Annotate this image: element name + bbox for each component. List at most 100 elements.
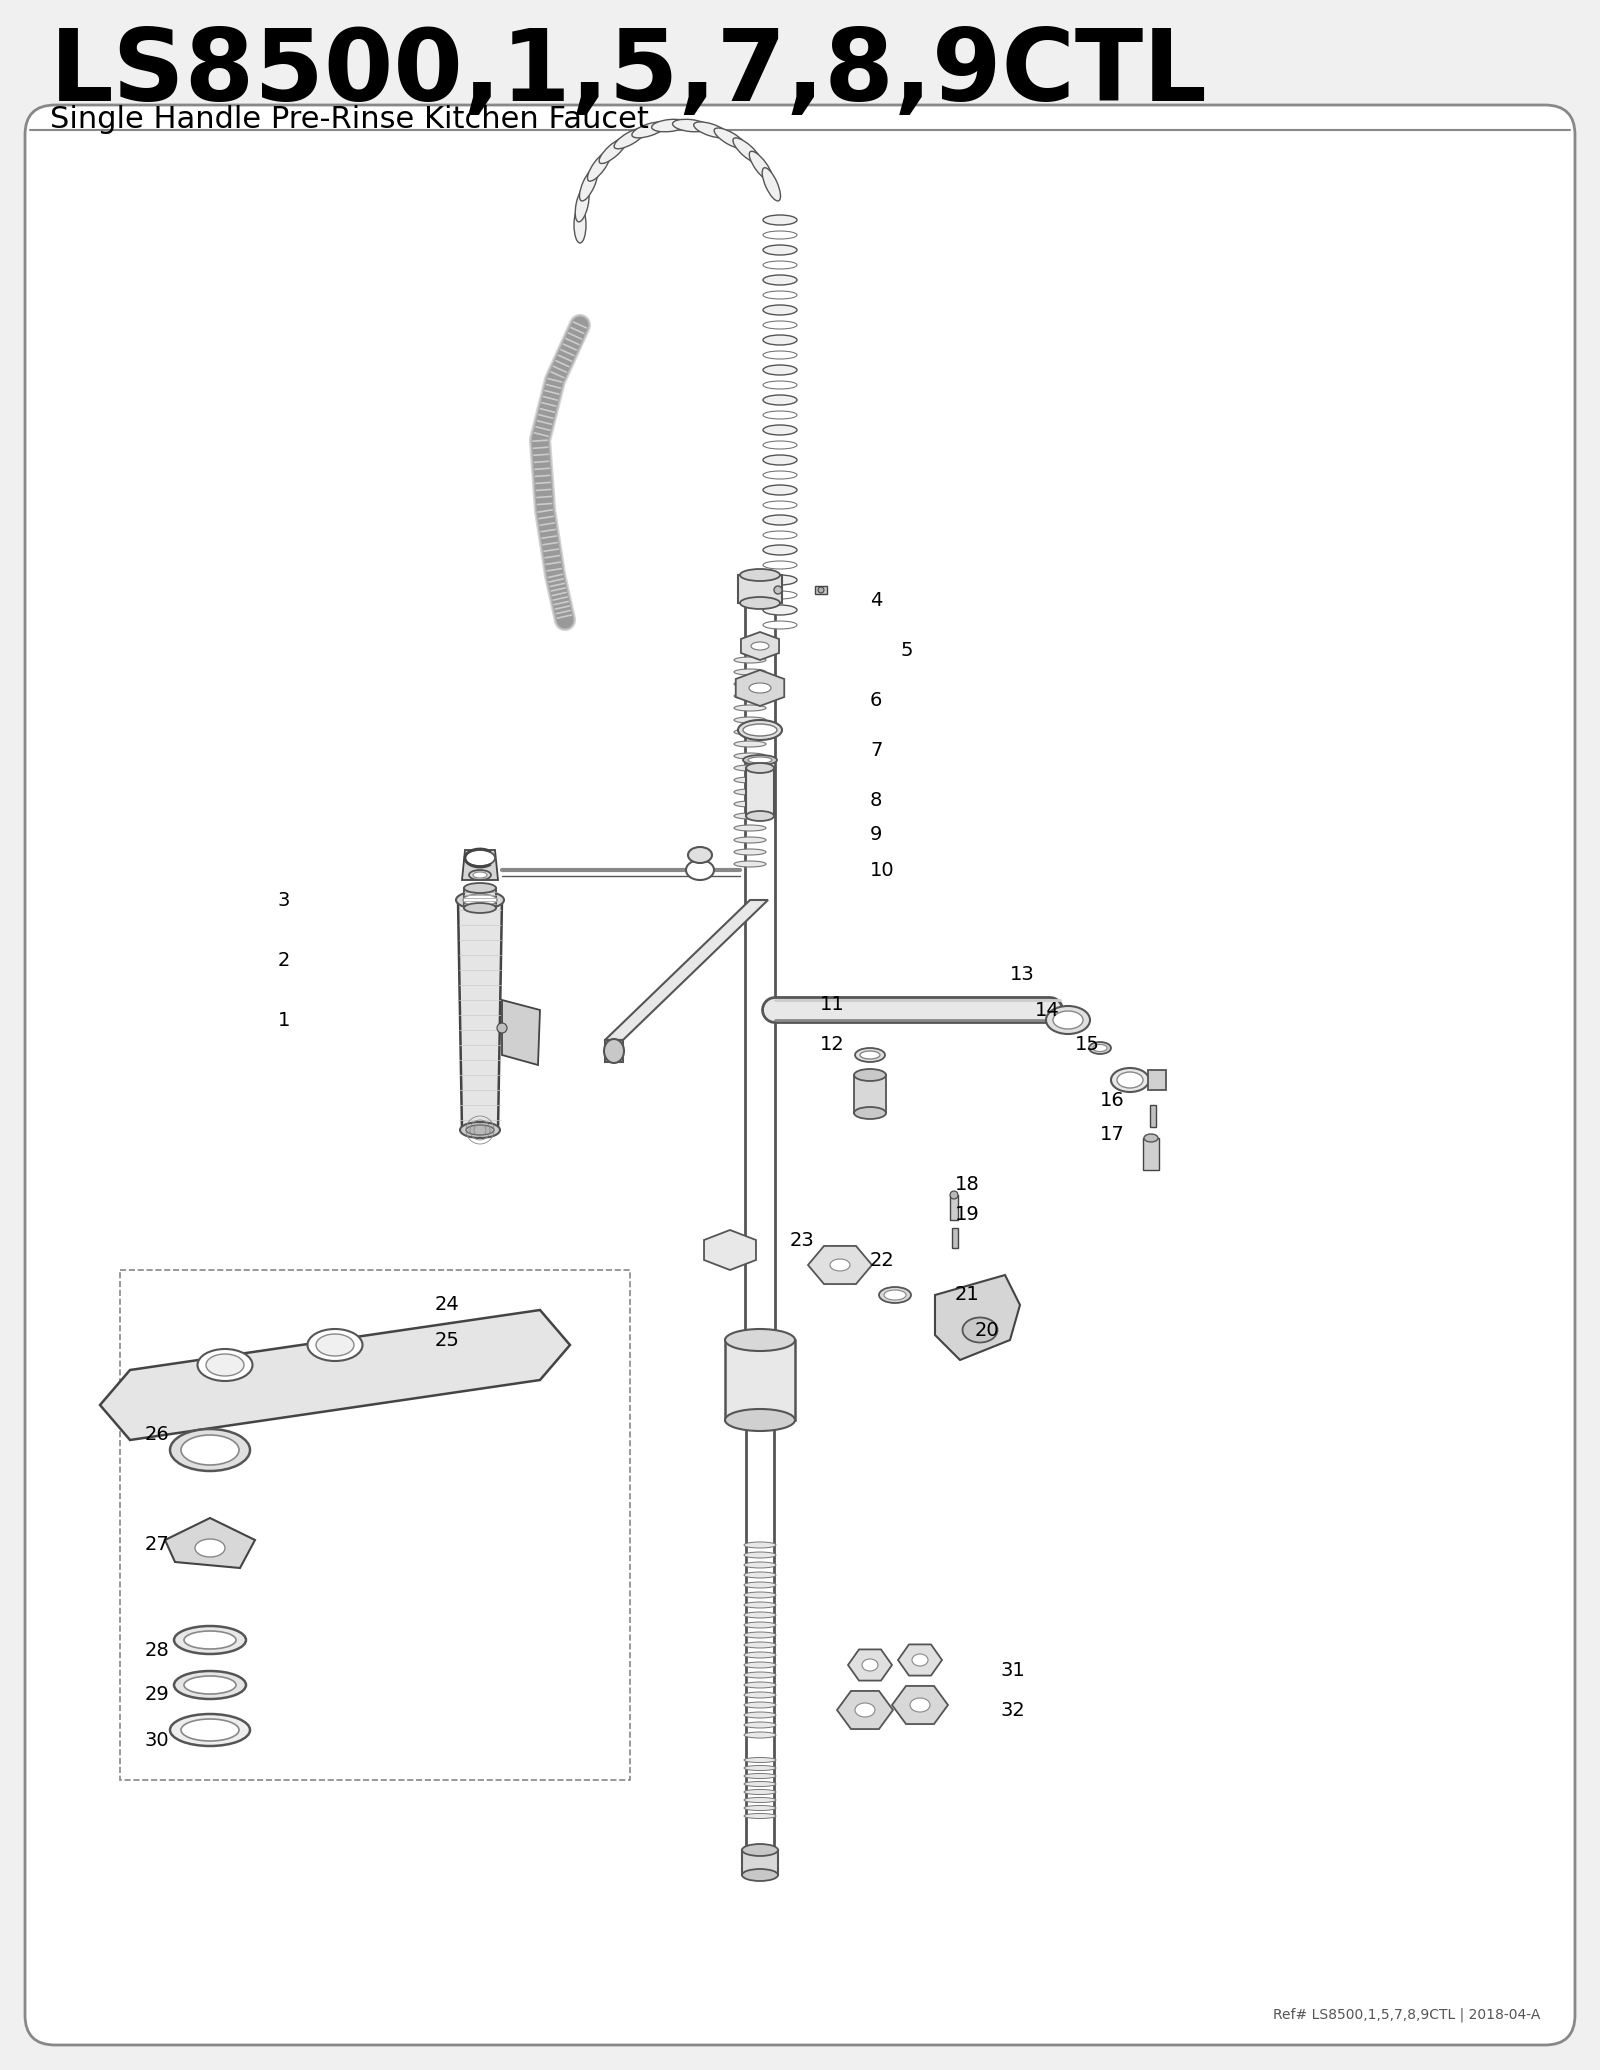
Text: 16: 16 bbox=[1101, 1091, 1125, 1110]
Text: 7: 7 bbox=[870, 741, 882, 760]
Ellipse shape bbox=[317, 1333, 354, 1356]
Text: 12: 12 bbox=[819, 1035, 845, 1054]
Bar bbox=[464, 888, 496, 909]
Circle shape bbox=[818, 588, 824, 592]
Ellipse shape bbox=[1046, 1006, 1090, 1035]
Text: 17: 17 bbox=[1101, 1126, 1125, 1145]
Ellipse shape bbox=[170, 1714, 250, 1745]
Polygon shape bbox=[848, 1650, 893, 1681]
Ellipse shape bbox=[763, 501, 797, 509]
Text: 15: 15 bbox=[1075, 1035, 1099, 1054]
Ellipse shape bbox=[184, 1677, 237, 1693]
Ellipse shape bbox=[878, 1288, 910, 1302]
Text: 2: 2 bbox=[278, 950, 290, 969]
Ellipse shape bbox=[466, 1124, 494, 1134]
Bar bbox=[952, 1228, 958, 1248]
Ellipse shape bbox=[744, 1613, 776, 1619]
Ellipse shape bbox=[744, 1673, 776, 1679]
Ellipse shape bbox=[750, 642, 770, 650]
Text: 20: 20 bbox=[974, 1321, 1000, 1339]
Ellipse shape bbox=[763, 292, 797, 298]
Ellipse shape bbox=[912, 1654, 928, 1666]
Ellipse shape bbox=[763, 275, 797, 286]
Ellipse shape bbox=[734, 789, 766, 795]
Ellipse shape bbox=[742, 1844, 778, 1857]
Ellipse shape bbox=[744, 1733, 776, 1739]
Ellipse shape bbox=[763, 215, 797, 226]
Ellipse shape bbox=[763, 441, 797, 449]
Ellipse shape bbox=[734, 706, 766, 710]
Text: 13: 13 bbox=[1010, 965, 1035, 985]
Ellipse shape bbox=[605, 1039, 624, 1064]
Ellipse shape bbox=[734, 861, 766, 867]
Bar bbox=[1150, 1105, 1155, 1126]
Ellipse shape bbox=[576, 186, 589, 221]
Ellipse shape bbox=[763, 364, 797, 375]
Ellipse shape bbox=[686, 859, 714, 880]
Circle shape bbox=[774, 586, 782, 594]
Ellipse shape bbox=[763, 352, 797, 358]
Ellipse shape bbox=[456, 890, 504, 909]
Ellipse shape bbox=[206, 1354, 243, 1377]
Ellipse shape bbox=[734, 849, 766, 855]
Text: 21: 21 bbox=[955, 1285, 979, 1304]
Ellipse shape bbox=[763, 604, 797, 615]
Text: 5: 5 bbox=[899, 640, 912, 660]
Ellipse shape bbox=[744, 1691, 776, 1697]
Ellipse shape bbox=[587, 151, 611, 182]
Polygon shape bbox=[165, 1517, 254, 1567]
Ellipse shape bbox=[744, 1552, 776, 1559]
Ellipse shape bbox=[744, 1788, 776, 1795]
Ellipse shape bbox=[744, 1631, 776, 1637]
Ellipse shape bbox=[763, 544, 797, 555]
Ellipse shape bbox=[744, 1683, 776, 1687]
Ellipse shape bbox=[854, 1107, 886, 1120]
Ellipse shape bbox=[763, 244, 797, 255]
Text: 25: 25 bbox=[435, 1331, 459, 1350]
Ellipse shape bbox=[744, 1805, 776, 1811]
Ellipse shape bbox=[579, 168, 598, 201]
Ellipse shape bbox=[763, 261, 797, 269]
Bar bbox=[1142, 1138, 1158, 1170]
Polygon shape bbox=[893, 1685, 947, 1724]
Ellipse shape bbox=[763, 412, 797, 418]
Ellipse shape bbox=[742, 756, 778, 766]
Ellipse shape bbox=[672, 120, 709, 132]
Ellipse shape bbox=[830, 1259, 850, 1271]
Ellipse shape bbox=[738, 720, 782, 739]
Text: 18: 18 bbox=[955, 1176, 979, 1194]
Text: 28: 28 bbox=[146, 1642, 170, 1660]
Polygon shape bbox=[605, 1039, 622, 1062]
Ellipse shape bbox=[763, 561, 797, 569]
Ellipse shape bbox=[734, 766, 766, 770]
Text: 26: 26 bbox=[146, 1426, 170, 1445]
Ellipse shape bbox=[694, 122, 728, 139]
Ellipse shape bbox=[170, 1428, 250, 1472]
Ellipse shape bbox=[749, 758, 771, 764]
Ellipse shape bbox=[763, 515, 797, 526]
Ellipse shape bbox=[746, 764, 774, 772]
Ellipse shape bbox=[763, 472, 797, 478]
Polygon shape bbox=[741, 631, 779, 660]
Polygon shape bbox=[808, 1246, 872, 1283]
Ellipse shape bbox=[195, 1538, 226, 1557]
Ellipse shape bbox=[1144, 1134, 1158, 1143]
Ellipse shape bbox=[763, 592, 797, 598]
Ellipse shape bbox=[733, 139, 762, 164]
Ellipse shape bbox=[744, 1797, 776, 1803]
Ellipse shape bbox=[763, 304, 797, 315]
Ellipse shape bbox=[181, 1435, 238, 1466]
Ellipse shape bbox=[744, 1652, 776, 1658]
Ellipse shape bbox=[651, 120, 688, 132]
Ellipse shape bbox=[466, 851, 494, 865]
Ellipse shape bbox=[861, 1052, 880, 1060]
Ellipse shape bbox=[174, 1670, 246, 1699]
Polygon shape bbox=[605, 900, 768, 1039]
Ellipse shape bbox=[734, 669, 766, 675]
Ellipse shape bbox=[744, 1712, 776, 1718]
Text: 32: 32 bbox=[1000, 1699, 1024, 1720]
Ellipse shape bbox=[744, 1602, 776, 1608]
Ellipse shape bbox=[197, 1350, 253, 1381]
Ellipse shape bbox=[734, 801, 766, 807]
Circle shape bbox=[950, 1190, 958, 1199]
